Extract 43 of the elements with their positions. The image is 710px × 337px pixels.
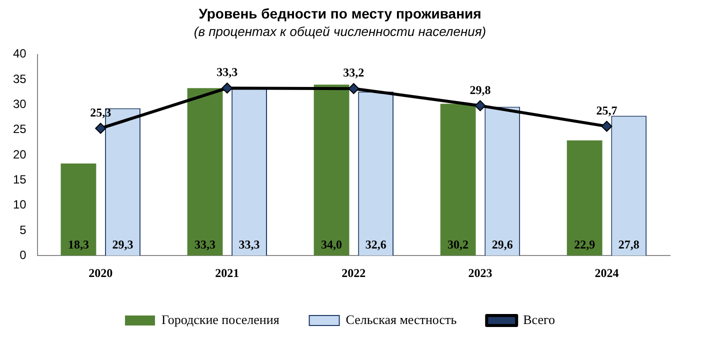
point	[222, 82, 233, 94]
data-label: 27,8	[618, 238, 640, 252]
data-label: 34,0	[321, 238, 342, 252]
y-tick-label: 10	[12, 198, 27, 212]
point	[95, 122, 106, 134]
bar	[60, 164, 96, 256]
bar	[314, 84, 350, 256]
y-tick-label: 5	[20, 222, 27, 237]
x-tick-label: 2023	[468, 266, 492, 280]
y-tick-label: 35	[12, 72, 27, 86]
data-label: 25,7	[596, 103, 618, 118]
data-label: 29,3	[112, 238, 134, 252]
data-label: 30,2	[448, 238, 469, 252]
data-label: 18,3	[68, 238, 89, 252]
x-tick-label: 2020	[88, 266, 113, 280]
point	[474, 100, 486, 112]
chart-title: Уровень бедности по месту проживания	[198, 5, 482, 22]
x-tick-label: 2021	[215, 266, 240, 280]
bar	[440, 104, 476, 256]
y-tick-label: 25	[12, 122, 27, 136]
data-label: 32,6	[365, 238, 386, 252]
data-label: 33,2	[343, 66, 364, 80]
x-tick-label: 2022	[342, 266, 366, 280]
y-tick-label: 0	[20, 248, 27, 262]
data-label: 22,9	[574, 238, 596, 252]
bar	[187, 88, 223, 256]
legend-label: Городские поселения	[161, 312, 280, 327]
data-label: 33,3	[238, 238, 260, 252]
data-label: 29,6	[492, 238, 513, 252]
x-tick-label: 2024	[594, 266, 619, 280]
y-tick-label: 20	[12, 147, 27, 162]
chart-subtitle: (в процентах к общей численности населения)	[194, 24, 486, 40]
bar	[566, 140, 602, 256]
y-tick-label: 40	[12, 46, 27, 61]
y-tick-label: 30	[12, 97, 27, 112]
y-tick-label: 15	[12, 172, 27, 186]
point	[348, 83, 360, 94]
point	[601, 120, 612, 132]
data-label: 33,3	[216, 65, 238, 80]
legend-label: Сельская местность	[346, 312, 457, 327]
data-label: 33,3	[194, 238, 216, 252]
legend-label: Всего	[523, 312, 556, 327]
data-label: 29,8	[470, 82, 491, 97]
